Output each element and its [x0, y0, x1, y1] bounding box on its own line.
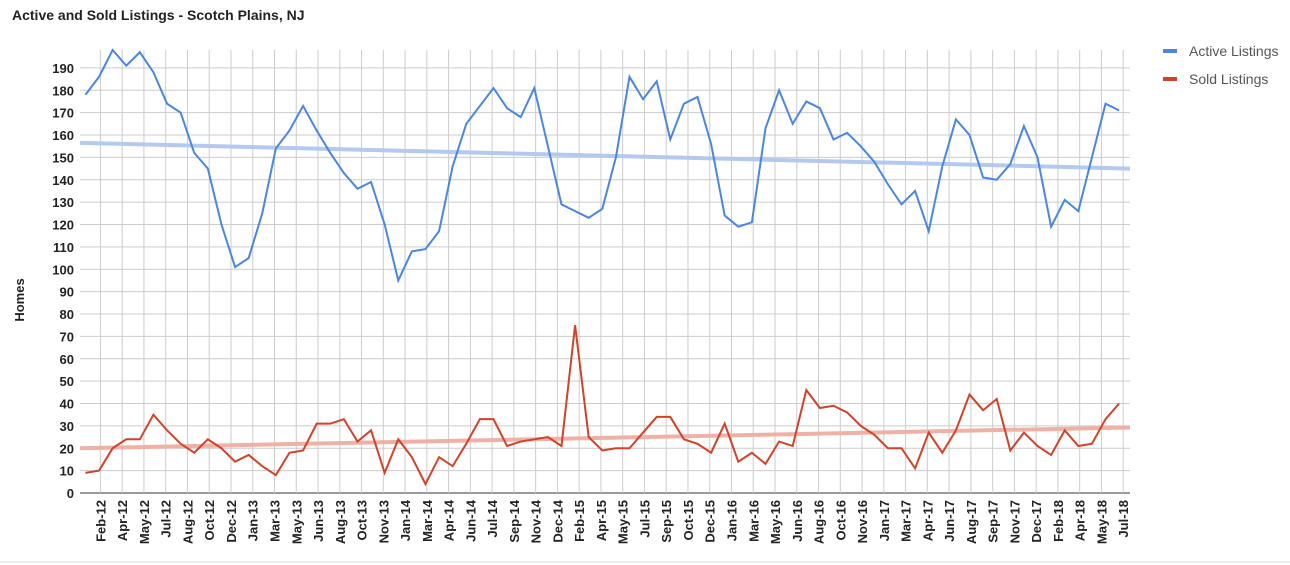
- x-tick-label: Apr-12: [115, 500, 130, 541]
- x-tick-label: Jun-13: [311, 500, 326, 542]
- y-tick-label: 140: [52, 173, 74, 188]
- x-tick-label: Dec-17: [1029, 500, 1044, 543]
- y-tick-label: 90: [60, 285, 74, 300]
- x-tick-label: Mar-16: [746, 500, 761, 542]
- legend-swatch: [1163, 77, 1177, 81]
- y-tick-label: 110: [53, 240, 74, 255]
- x-tick-label: Dec-12: [224, 500, 239, 543]
- x-tick-label: Mar-13: [267, 500, 282, 542]
- x-tick-label: Feb-12: [93, 500, 108, 542]
- y-tick-label: 130: [52, 195, 74, 210]
- y-axis-label: Homes: [12, 278, 27, 321]
- x-tick-label: Nov-13: [376, 500, 391, 543]
- y-tick-label: 170: [52, 106, 74, 121]
- x-tick-label: Jan-16: [724, 500, 739, 541]
- x-tick-label: Sep-17: [986, 500, 1001, 543]
- y-tick-label: 180: [52, 83, 74, 98]
- y-tick-label: 0: [67, 486, 74, 501]
- x-tick-label: Jul-12: [159, 500, 174, 538]
- y-tick-label: 60: [60, 352, 74, 367]
- x-tick-label: Feb-15: [572, 500, 587, 542]
- y-tick-label: 150: [52, 150, 74, 165]
- x-tick-label: Jan-13: [246, 500, 261, 541]
- y-tick-label: 10: [60, 464, 74, 479]
- x-tick-label: Jul-15: [637, 500, 652, 538]
- x-tick-label: Aug-17: [964, 500, 979, 544]
- x-tick-label: Sep-14: [507, 499, 522, 542]
- x-tick-label: Nov-17: [1007, 500, 1022, 543]
- y-tick-label: 30: [60, 419, 74, 434]
- x-tick-label: Apr-17: [920, 500, 935, 541]
- y-tick-label: 190: [52, 61, 74, 76]
- x-tick-label: Oct-12: [202, 500, 217, 540]
- y-tick-label: 120: [52, 218, 74, 233]
- x-tick-label: Feb-18: [1051, 500, 1066, 542]
- legend-swatch: [1163, 49, 1177, 53]
- x-tick-label: Aug-16: [812, 500, 827, 544]
- x-tick-label: Apr-15: [594, 500, 609, 541]
- x-tick-label: Mar-17: [899, 500, 914, 542]
- x-tick-label: Apr-14: [442, 499, 457, 541]
- x-tick-label: Apr-18: [1073, 500, 1088, 541]
- y-tick-label: 50: [60, 374, 74, 389]
- x-tick-label: Jun-16: [790, 500, 805, 542]
- x-tick-label: Aug-13: [333, 500, 348, 544]
- y-tick-label: 70: [60, 329, 74, 344]
- x-tick-label: Oct-16: [833, 500, 848, 540]
- x-tick-label: Sep-15: [659, 500, 674, 543]
- x-tick-label: Nov-16: [855, 500, 870, 543]
- y-tick-label: 160: [52, 128, 74, 143]
- y-tick-label: 100: [52, 262, 74, 277]
- legend-label: Sold Listings: [1189, 71, 1268, 87]
- x-tick-label: May-12: [137, 500, 152, 544]
- x-tick-label: May-13: [289, 500, 304, 544]
- y-tick-label: 40: [60, 397, 74, 412]
- x-tick-label: May-16: [768, 500, 783, 544]
- series-line: [84, 48, 1120, 284]
- trend-line: [79, 425, 1131, 451]
- trend-line: [79, 140, 1131, 171]
- y-tick-label: 80: [60, 307, 74, 322]
- x-tick-label: Dec-14: [550, 499, 565, 542]
- x-tick-label: Nov-14: [529, 499, 544, 543]
- series-line: [85, 325, 1120, 487]
- y-tick-label: 20: [60, 441, 74, 456]
- x-tick-label: May-15: [616, 500, 631, 544]
- x-tick-label: May-18: [1094, 500, 1109, 544]
- x-tick-label: Jun-14: [463, 499, 478, 542]
- x-tick-label: Jun-17: [942, 500, 957, 542]
- x-tick-label: Jan-17: [877, 500, 892, 541]
- x-tick-label: Mar-14: [420, 499, 435, 542]
- legend-label: Active Listings: [1189, 43, 1278, 59]
- chart-title: Active and Sold Listings - Scotch Plains…: [12, 7, 305, 23]
- x-tick-label: Jul-18: [1116, 500, 1131, 538]
- x-tick-label: Dec-15: [703, 500, 718, 543]
- x-tick-label: Jan-14: [398, 499, 413, 541]
- x-tick-label: Oct-13: [355, 500, 370, 540]
- x-tick-label: Jul-14: [485, 499, 500, 537]
- x-tick-label: Aug-12: [180, 500, 195, 544]
- x-tick-label: Oct-15: [681, 500, 696, 540]
